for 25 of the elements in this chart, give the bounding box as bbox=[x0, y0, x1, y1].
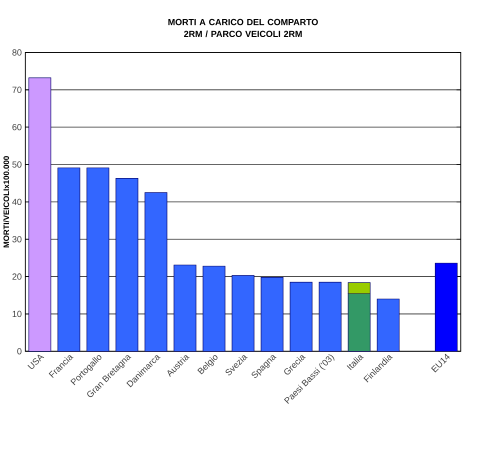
y-tick-label: 20 bbox=[12, 273, 22, 280]
bar bbox=[434, 262, 458, 352]
bar bbox=[28, 77, 52, 352]
bar bbox=[290, 282, 312, 352]
y-tick-label: 30 bbox=[12, 236, 22, 242]
bar bbox=[174, 264, 196, 352]
bar bbox=[86, 168, 110, 352]
y-tick-label: 10 bbox=[12, 310, 22, 317]
bar bbox=[376, 298, 400, 352]
y-tick-label: 60 bbox=[12, 124, 22, 130]
y-tick-label: 80 bbox=[12, 49, 22, 56]
bar bbox=[202, 266, 226, 352]
y-tick-label: 0 bbox=[17, 348, 22, 354]
bar bbox=[116, 178, 138, 352]
y-tick-label: 40 bbox=[12, 198, 22, 205]
bar bbox=[318, 282, 342, 352]
bar bbox=[58, 168, 80, 352]
bar bbox=[260, 276, 284, 352]
y-tick-label: 50 bbox=[12, 161, 22, 168]
x-tick-label: USA bbox=[28, 354, 44, 369]
bar bbox=[144, 192, 168, 352]
x-tick-label: Italia bbox=[346, 355, 364, 370]
chart-title: MORTI A CARICO DEL COMPARTO 2RM / PARCO VEICOLI 2RM bbox=[168, 18, 318, 38]
bar bbox=[232, 275, 254, 352]
y-tick-label: 70 bbox=[12, 86, 22, 93]
